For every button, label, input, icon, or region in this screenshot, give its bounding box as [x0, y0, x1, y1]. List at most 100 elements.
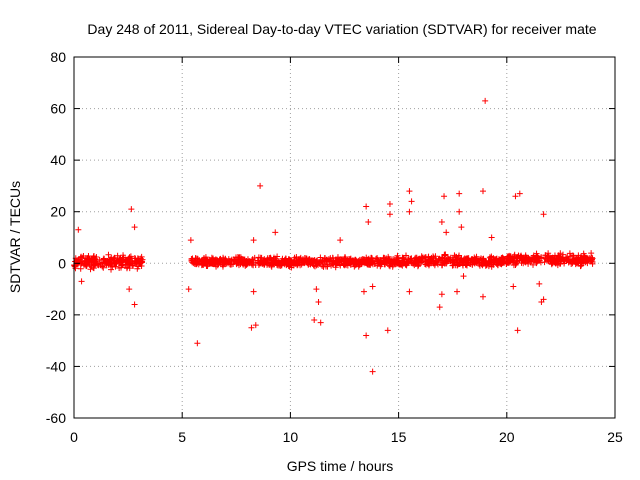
data-point: [441, 252, 448, 259]
data-point: [406, 208, 413, 215]
data-point: [569, 258, 576, 265]
data-point: [460, 256, 467, 263]
data-point: [210, 257, 217, 264]
data-point: [551, 252, 558, 259]
data-point: [358, 261, 365, 268]
data-point: [300, 259, 307, 266]
data-point: [540, 211, 547, 218]
data-point: [558, 255, 565, 262]
data-point: [512, 261, 519, 268]
data-point: [436, 304, 443, 311]
data-point: [131, 301, 138, 308]
data-point: [200, 262, 207, 269]
data-point: [403, 260, 410, 267]
data-point: [386, 200, 393, 207]
data-point: [78, 278, 85, 285]
data-point: [353, 258, 360, 265]
x-axis-label: GPS time / hours: [287, 458, 394, 474]
data-point: [283, 262, 290, 269]
y-axis-label: SDTVAR / TECUs: [7, 181, 23, 293]
data-point: [242, 262, 249, 269]
data-point: [416, 256, 423, 263]
data-point: [108, 266, 115, 273]
data-point: [317, 319, 324, 326]
data-point: [456, 190, 463, 197]
data-point: [118, 261, 125, 268]
data-point: [395, 260, 402, 267]
y-tick-label: 0: [58, 255, 66, 271]
data-point: [337, 262, 344, 269]
data-point: [488, 257, 495, 264]
data-point: [422, 261, 429, 268]
data-point: [374, 262, 381, 269]
data-point: [427, 256, 434, 263]
data-point: [412, 260, 419, 267]
data-point: [366, 258, 373, 265]
data-point: [458, 224, 465, 231]
data-point: [248, 261, 255, 268]
data-point: [557, 250, 564, 257]
data-point: [77, 265, 84, 272]
data-point: [248, 324, 255, 331]
data-point: [90, 253, 97, 260]
x-tick-label: 20: [499, 429, 515, 445]
data-point: [187, 237, 194, 244]
data-point: [106, 257, 113, 264]
data-point: [380, 255, 387, 262]
data-point: [540, 296, 547, 303]
data-point: [317, 254, 324, 261]
data-point: [232, 254, 239, 261]
data-point: [261, 258, 268, 265]
data-point: [589, 260, 596, 267]
data-point: [498, 254, 505, 261]
data-point: [569, 252, 576, 259]
data-point: [566, 250, 573, 257]
data-point: [483, 259, 490, 266]
data-point: [294, 262, 301, 269]
data-point: [510, 283, 517, 290]
data-point: [460, 273, 467, 280]
data-point: [266, 261, 273, 268]
data-point: [315, 298, 322, 305]
data-point: [249, 256, 256, 263]
data-point: [132, 257, 139, 264]
data-point: [479, 293, 486, 300]
data-point: [422, 258, 429, 265]
data-point: [534, 258, 541, 265]
data-point: [123, 264, 130, 271]
data-point: [443, 229, 450, 236]
data-point: [347, 256, 354, 263]
data-point: [320, 257, 327, 264]
data-point: [369, 283, 376, 290]
data-point: [381, 258, 388, 265]
data-point: [555, 258, 562, 265]
y-tick-label: 60: [50, 101, 66, 117]
data-point: [105, 251, 112, 258]
data-point: [488, 234, 495, 241]
data-point: [267, 254, 274, 261]
data-point: [332, 261, 339, 268]
x-tick-label: 5: [178, 429, 186, 445]
data-point: [479, 258, 486, 265]
data-point: [512, 193, 519, 200]
data-point: [311, 317, 318, 324]
y-tick-label: -20: [46, 307, 66, 323]
data-point: [438, 291, 445, 298]
data-point: [128, 206, 135, 213]
data-point: [75, 226, 82, 233]
data-point: [384, 327, 391, 334]
data-point: [250, 237, 257, 244]
data-point: [345, 259, 352, 266]
data-point: [257, 182, 264, 189]
data-point: [237, 257, 244, 264]
data-point: [362, 257, 369, 264]
data-point: [126, 254, 133, 261]
data-point: [386, 211, 393, 218]
data-point: [363, 332, 370, 339]
data-point: [337, 237, 344, 244]
data-point: [425, 257, 432, 264]
data-point: [456, 260, 463, 267]
data-point: [578, 260, 585, 267]
data-point: [117, 257, 124, 264]
